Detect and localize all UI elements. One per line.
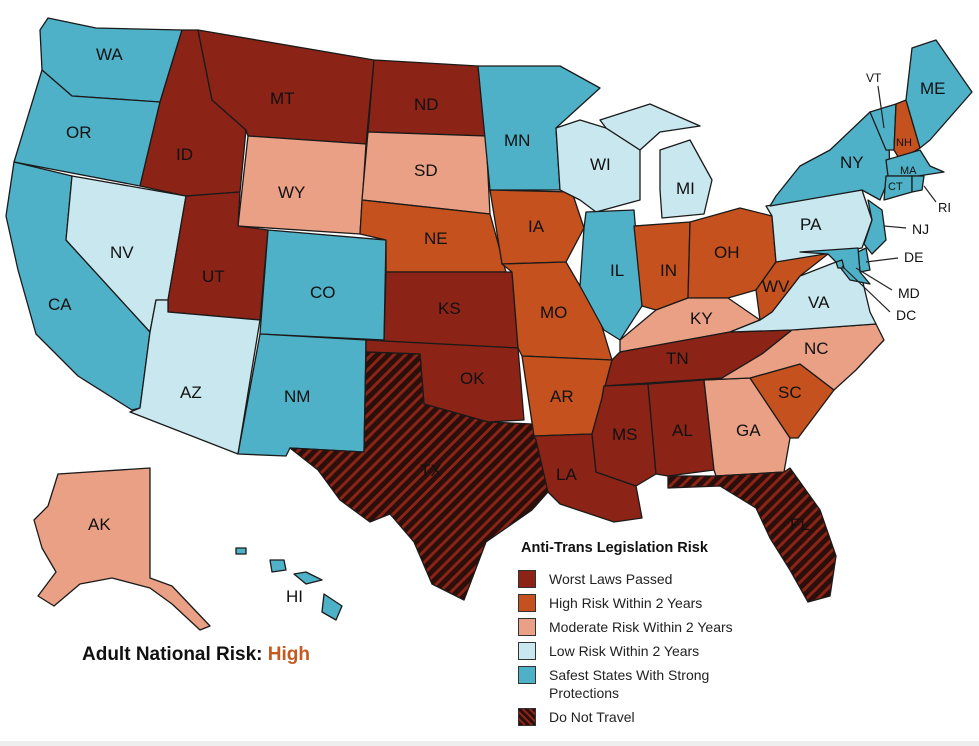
label-IA: IA bbox=[528, 217, 545, 236]
label-VA: VA bbox=[808, 293, 830, 312]
label-OK: OK bbox=[460, 369, 485, 388]
legend-item: Low Risk Within 2 Years bbox=[518, 642, 778, 660]
bottom-divider bbox=[0, 741, 979, 746]
legend-item: Safest States With Strong Protections bbox=[518, 666, 778, 702]
label-LA: LA bbox=[556, 465, 577, 484]
national-risk: Adult National Risk: High bbox=[82, 644, 310, 666]
label-MA: MA bbox=[900, 165, 917, 177]
state-IA[interactable] bbox=[489, 189, 585, 265]
label-ND: ND bbox=[414, 95, 439, 114]
label-AR: AR bbox=[550, 387, 574, 406]
label-KS: KS bbox=[438, 299, 461, 318]
label-VT: VT bbox=[866, 71, 882, 85]
label-WI: WI bbox=[590, 155, 611, 174]
state-WI[interactable] bbox=[555, 119, 641, 213]
label-NM: NM bbox=[284, 387, 310, 406]
legend: Anti-Trans Legislation Risk Worst Laws P… bbox=[518, 540, 778, 732]
state-NC[interactable] bbox=[703, 323, 885, 391]
label-KY: KY bbox=[690, 309, 713, 328]
label-AL: AL bbox=[672, 421, 693, 440]
legend-title: Anti-Trans Legislation Risk bbox=[521, 540, 708, 556]
label-WV: WV bbox=[762, 277, 790, 296]
legend-swatch bbox=[518, 618, 536, 636]
label-AZ: AZ bbox=[180, 383, 202, 402]
label-HI: HI bbox=[286, 587, 303, 606]
state-RI[interactable] bbox=[911, 175, 925, 193]
state-ME[interactable] bbox=[905, 39, 973, 149]
legend-item: Worst Laws Passed bbox=[518, 570, 778, 588]
small-state-labels: VT NH MA CT RI NJ DE MD DC bbox=[866, 71, 951, 323]
label-PA: PA bbox=[800, 215, 822, 234]
label-MN: MN bbox=[504, 131, 530, 150]
label-SD: SD bbox=[414, 161, 438, 180]
label-WY: WY bbox=[278, 183, 305, 202]
label-AK: AK bbox=[88, 515, 111, 534]
state-MI[interactable] bbox=[599, 103, 713, 219]
label-RI: RI bbox=[938, 200, 951, 215]
label-MS: MS bbox=[612, 425, 638, 444]
label-ID: ID bbox=[176, 145, 193, 164]
label-WA: WA bbox=[96, 45, 123, 64]
label-MI: MI bbox=[676, 179, 695, 198]
legend-item: High Risk Within 2 Years bbox=[518, 594, 778, 612]
legend-swatch bbox=[518, 708, 536, 726]
state-labels: WA OR CA NV ID MT WY UT AZ CO NM ND SD N… bbox=[48, 45, 946, 606]
label-IN: IN bbox=[660, 261, 677, 280]
label-NY: NY bbox=[840, 153, 864, 172]
legend-label: High Risk Within 2 Years bbox=[549, 595, 703, 611]
label-NE: NE bbox=[424, 229, 448, 248]
legend-item: Do Not Travel bbox=[518, 708, 778, 726]
state-NJ[interactable] bbox=[863, 199, 887, 255]
legend-label: Do Not Travel bbox=[549, 709, 635, 725]
label-MT: MT bbox=[270, 89, 295, 108]
label-OH: OH bbox=[714, 243, 740, 262]
label-NV: NV bbox=[110, 243, 134, 262]
label-FL: FL bbox=[790, 515, 810, 534]
legend-swatch bbox=[518, 594, 536, 612]
legend-swatch bbox=[518, 642, 536, 660]
label-TX: TX bbox=[420, 461, 442, 480]
label-TN: TN bbox=[666, 349, 689, 368]
label-MO: MO bbox=[540, 303, 567, 322]
national-risk-label: Adult National Risk: bbox=[82, 644, 263, 665]
state-NY[interactable] bbox=[769, 109, 891, 207]
label-NH: NH bbox=[896, 137, 912, 149]
leader-lines bbox=[841, 85, 937, 313]
legend-item: Moderate Risk Within 2 Years bbox=[518, 618, 778, 636]
state-HI[interactable] bbox=[235, 547, 343, 621]
label-ME: ME bbox=[920, 79, 946, 98]
state-FL[interactable] bbox=[667, 467, 837, 603]
legend-label: Low Risk Within 2 Years bbox=[549, 643, 700, 659]
label-CO: CO bbox=[310, 283, 336, 302]
state-AK[interactable] bbox=[33, 467, 211, 631]
state-AZ[interactable] bbox=[129, 299, 261, 455]
label-DE: DE bbox=[904, 249, 923, 265]
state-TX[interactable] bbox=[289, 351, 549, 601]
label-NJ: NJ bbox=[912, 221, 929, 237]
state-MD[interactable] bbox=[799, 247, 871, 285]
legend-label: Worst Laws Passed bbox=[549, 571, 673, 587]
national-risk-value: High bbox=[267, 644, 311, 665]
label-DC: DC bbox=[896, 307, 916, 323]
legend-label: Moderate Risk Within 2 Years bbox=[549, 619, 733, 635]
label-OR: OR bbox=[66, 123, 92, 142]
legend-swatch bbox=[518, 666, 536, 684]
label-CA: CA bbox=[48, 295, 72, 314]
label-GA: GA bbox=[736, 421, 761, 440]
label-NC: NC bbox=[804, 339, 829, 358]
label-SC: SC bbox=[778, 383, 802, 402]
legend-label: Safest States With Strong Protections bbox=[549, 667, 710, 701]
label-UT: UT bbox=[202, 267, 225, 286]
label-IL: IL bbox=[610, 261, 624, 280]
state-AL[interactable] bbox=[647, 379, 715, 477]
label-MD: MD bbox=[898, 285, 920, 301]
legend-swatch bbox=[518, 570, 536, 588]
label-CT: CT bbox=[888, 181, 903, 193]
